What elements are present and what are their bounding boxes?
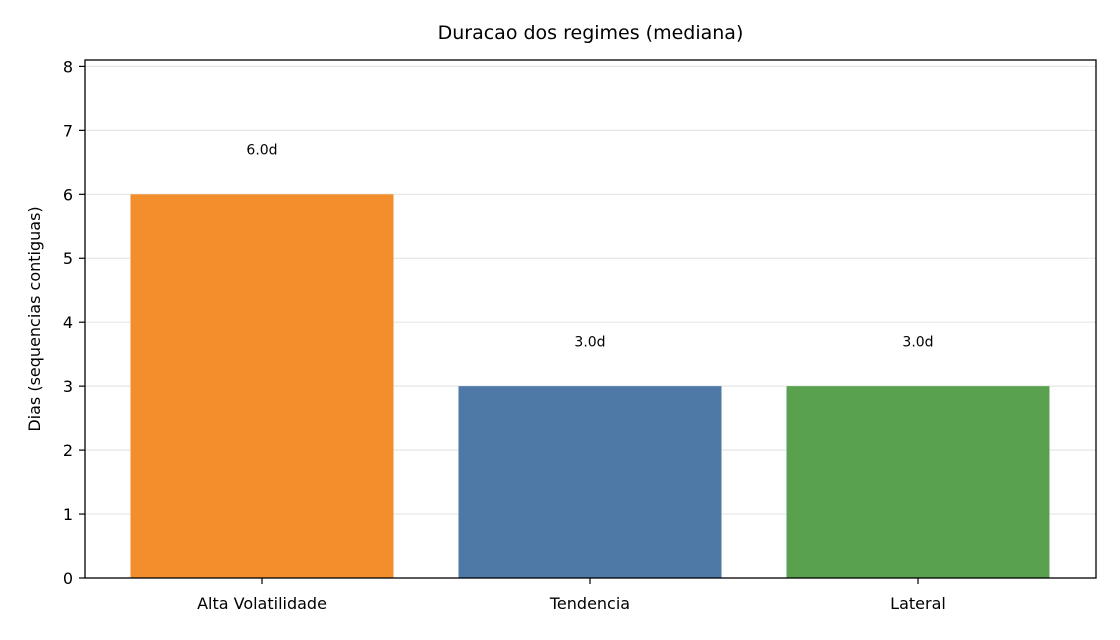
x-tick-label: Alta Volatilidade — [197, 594, 327, 613]
bar — [786, 386, 1050, 578]
x-tick-label: Lateral — [890, 594, 946, 613]
y-tick-label: 7 — [63, 121, 73, 140]
y-tick-label: 8 — [63, 57, 73, 76]
bar-value-labels: 6.0d 3.0d 3.0d — [246, 143, 933, 351]
x-axis: Alta Volatilidade Tendencia Lateral — [197, 578, 946, 613]
bar-value-label: 6.0d — [246, 143, 277, 159]
y-axis: 0 1 2 3 4 5 6 7 8 — [63, 57, 85, 588]
chart-title: Duracao dos regimes (mediana) — [437, 22, 744, 44]
bar-value-label: 3.0d — [574, 334, 605, 350]
y-tick-label: 4 — [63, 313, 73, 332]
y-tick-label: 2 — [63, 441, 73, 460]
y-tick-label: 1 — [63, 505, 73, 524]
y-tick-label: 0 — [63, 569, 73, 588]
y-axis-label: Dias (sequencias contiguas) — [25, 206, 44, 431]
x-tick-label: Tendencia — [549, 594, 630, 613]
y-tick-label: 3 — [63, 377, 73, 396]
y-tick-label: 6 — [63, 185, 73, 204]
bar-value-label: 3.0d — [902, 334, 933, 350]
bars — [130, 194, 1050, 578]
bar — [130, 194, 394, 578]
bar — [458, 386, 722, 578]
y-tick-label: 5 — [63, 249, 73, 268]
